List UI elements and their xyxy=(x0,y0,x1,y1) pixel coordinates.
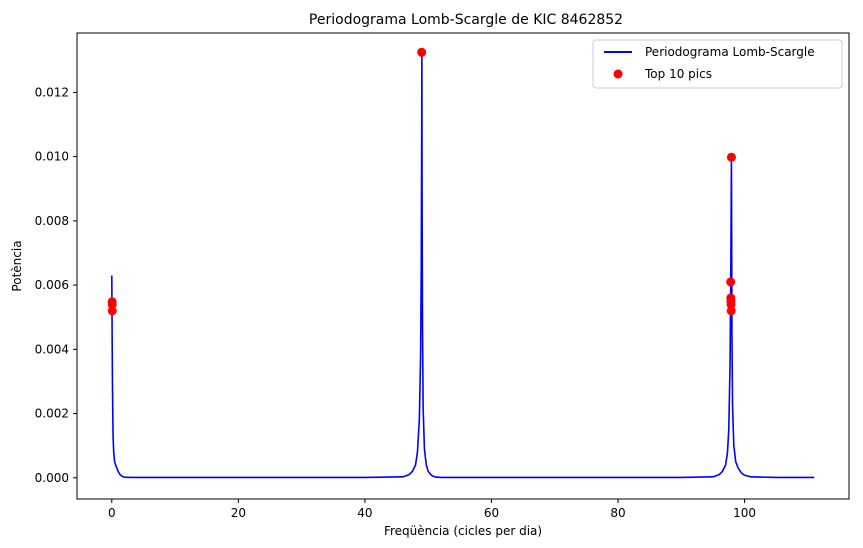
y-tick-label: 0.004 xyxy=(35,342,69,356)
periodogram-line xyxy=(111,53,815,479)
top-peak-point xyxy=(726,299,736,309)
x-tick-label: 40 xyxy=(357,506,372,520)
y-axis-label: Potència xyxy=(10,240,24,291)
x-tick-label: 80 xyxy=(610,506,625,520)
x-axis-label: Freqüència (cicles per dia) xyxy=(384,524,542,538)
chart-title: Periodograma Lomb-Scargle de KIC 8462852 xyxy=(309,12,623,28)
top-peak-point xyxy=(107,306,117,316)
top-peak-point xyxy=(726,152,736,162)
y-tick-label: 0.010 xyxy=(35,150,69,164)
y-tick-label: 0.002 xyxy=(35,407,69,421)
x-tick-label: 20 xyxy=(231,506,246,520)
legend-entry-periodogram: Periodograma Lomb-Scargle xyxy=(645,45,815,59)
y-tick-label: 0.000 xyxy=(35,471,69,485)
legend-box xyxy=(592,39,843,89)
y-tick-label: 0.006 xyxy=(35,278,69,292)
legend-entry-top-peaks: Top 10 pics xyxy=(644,67,712,81)
top-peak-point xyxy=(726,277,736,287)
y-tick-label: 0.008 xyxy=(35,214,69,228)
top-peak-point xyxy=(107,299,117,309)
x-tick-label: 100 xyxy=(733,506,756,520)
legend-marker-swatch xyxy=(613,69,623,79)
x-tick-label: 0 xyxy=(108,506,116,520)
y-tick-label: 0.012 xyxy=(35,85,69,99)
top-peak-point xyxy=(726,306,736,316)
plot-frame xyxy=(76,32,850,500)
x-tick-label: 60 xyxy=(484,506,499,520)
legend: Periodograma Lomb-Scargle Top 10 pics xyxy=(592,39,843,89)
top-peak-point xyxy=(417,47,427,57)
